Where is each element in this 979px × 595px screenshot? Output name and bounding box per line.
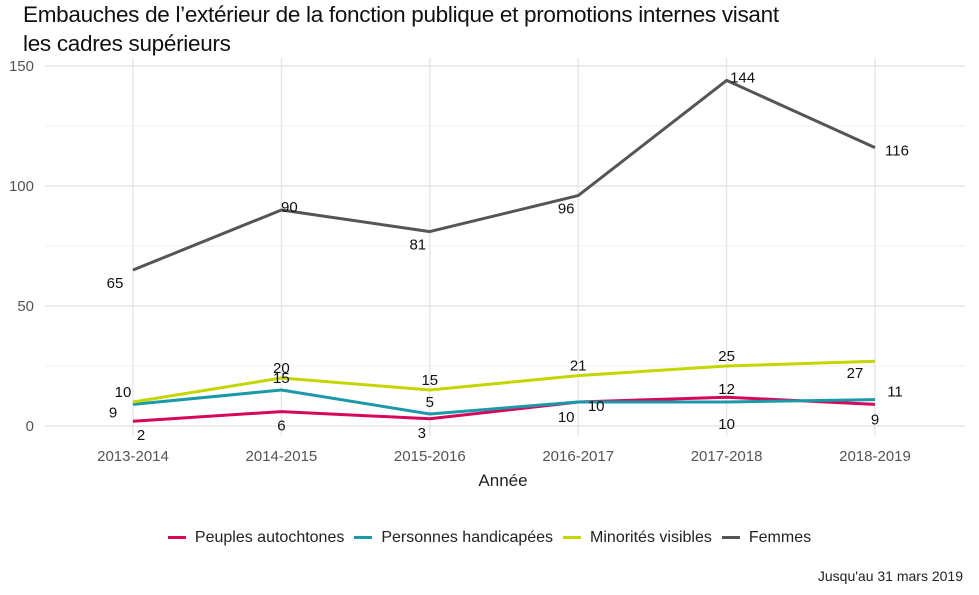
chart-title-line-2: les cadres supérieurs [23, 31, 231, 56]
x-tick-label: 2013-2014 [97, 448, 169, 465]
data-label: 5 [426, 394, 434, 411]
data-label: 15 [421, 372, 438, 389]
legend-label: Femmes [748, 528, 812, 546]
x-tick-label: 2014-2015 [246, 448, 318, 465]
data-label: 3 [418, 425, 426, 442]
legend-swatch [721, 536, 740, 539]
data-label: 2 [137, 427, 145, 444]
chart-title-line-1: Embauches de l’extérieur de la fonction … [23, 2, 779, 27]
x-tick-label: 2016-2017 [542, 448, 614, 465]
legend-item: Peuples autochtones [167, 528, 345, 547]
data-label: 81 [409, 237, 426, 254]
x-axis-ticks: 2013-2014 2014-2015 2015-2016 2016-2017 2017… [97, 448, 911, 465]
x-tick-label: 2018-2019 [839, 448, 911, 465]
y-tick-label: 0 [26, 418, 34, 435]
legend-swatch [167, 536, 186, 539]
data-label: 21 [570, 358, 587, 375]
data-label: 10 [558, 409, 575, 426]
y-tick-label: 100 [9, 178, 34, 195]
x-tick-label: 2017-2018 [691, 448, 763, 465]
legend-swatch [563, 536, 582, 539]
data-label: 12 [718, 381, 735, 398]
series-line [132, 359, 876, 404]
legend-item: Personnes handicapées [354, 529, 553, 547]
data-label: 15 [273, 370, 290, 387]
data-label: 144 [730, 69, 755, 86]
data-label: 11 [887, 384, 903, 401]
data-label: 27 [847, 365, 864, 382]
y-axis-ticks: 0 50 100 150 [9, 58, 34, 435]
data-label: 9 [871, 411, 879, 428]
legend-swatch [354, 536, 373, 539]
x-tick-label: 2015-2016 [394, 448, 466, 465]
caption: Jusqu'au 31 mars 2019 [817, 568, 963, 584]
data-label: 20 [273, 360, 290, 377]
data-label: 10 [115, 384, 132, 401]
legend-label: Minorités visibles [590, 528, 712, 546]
legend: Peuples autochtones Personnes handicapées… [0, 526, 979, 547]
x-axis-label: Année [478, 471, 527, 490]
data-label: 96 [558, 201, 575, 218]
legend-label: Personnes handicapées [381, 528, 554, 546]
data-label: 10 [718, 416, 735, 433]
data-label: 90 [281, 199, 298, 216]
legend-label: Peuples autochtones [194, 528, 345, 546]
data-label: 116 [885, 143, 909, 160]
series-line [132, 78, 876, 272]
data-label: 10 [588, 398, 605, 415]
legend-item: Minorités visibles [563, 529, 712, 547]
series-lines [132, 78, 876, 423]
chart-title: Embauches de l’extérieur de la fonction … [23, 0, 963, 58]
y-tick-label: 50 [17, 298, 34, 315]
y-tick-label: 150 [9, 58, 34, 75]
data-label: 25 [718, 348, 735, 365]
data-label: 9 [109, 404, 117, 421]
grid-lines [45, 58, 965, 436]
legend-item: Femmes [721, 528, 812, 547]
data-label: 6 [277, 418, 285, 435]
series-line [132, 388, 876, 416]
data-label: 65 [107, 275, 124, 292]
series-line [132, 395, 876, 423]
